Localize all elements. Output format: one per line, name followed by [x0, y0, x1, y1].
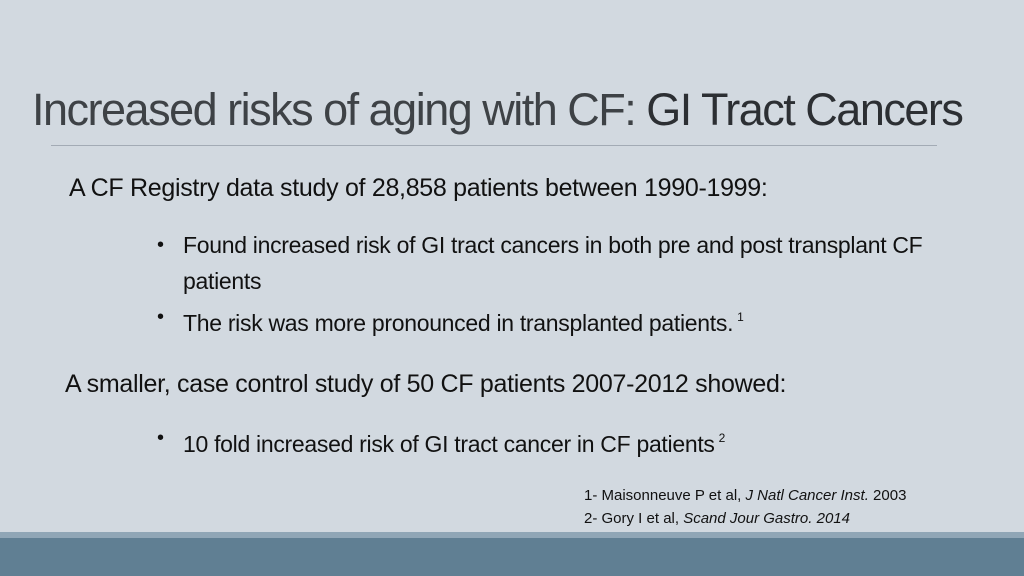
references: 1- Maisonneuve P et al, J Natl Cancer In… — [584, 484, 906, 530]
section2-heading: A smaller, case control study of 50 CF p… — [65, 370, 787, 398]
title-bold: GI Tract Cancers — [646, 84, 964, 135]
ref-journal: Scand Jour Gastro. 2014 — [683, 510, 850, 527]
ref-authors: 2- Gory I et al, — [584, 510, 684, 527]
bullet-item: Found increased risk of GI tract cancers… — [157, 227, 937, 299]
section1-bullets: Found increased risk of GI tract cancers… — [157, 227, 937, 341]
section1-heading: A CF Registry data study of 28,858 patie… — [69, 174, 768, 202]
title-divider — [51, 145, 937, 146]
bullet-item: The risk was more pronounced in transpla… — [157, 299, 937, 341]
bullet-text: Found increased risk of GI tract cancers… — [183, 232, 923, 294]
footnote-ref: 2 — [718, 431, 726, 445]
footer-band-light — [0, 532, 1024, 538]
footnote-ref: 1 — [737, 310, 744, 324]
bullet-item: 10 fold increased risk of GI tract cance… — [157, 420, 877, 462]
title-light: Increased risks of aging with CF: — [32, 84, 647, 135]
section2-bullets: 10 fold increased risk of GI tract cance… — [157, 420, 877, 462]
reference-2: 2- Gory I et al, Scand Jour Gastro. 2014 — [584, 507, 906, 530]
ref-year: 2003 — [868, 487, 907, 504]
bullet-text: 10 fold increased risk of GI tract cance… — [183, 431, 715, 457]
footer-band-dark — [0, 538, 1024, 576]
ref-authors: 1- Maisonneuve P et al, — [584, 487, 746, 504]
bullet-text: The risk was more pronounced in transpla… — [183, 310, 734, 336]
ref-journal: J Natl Cancer Inst. — [745, 487, 869, 504]
slide-title: Increased risks of aging with CF: GI Tra… — [32, 84, 1012, 136]
reference-1: 1- Maisonneuve P et al, J Natl Cancer In… — [584, 484, 906, 507]
